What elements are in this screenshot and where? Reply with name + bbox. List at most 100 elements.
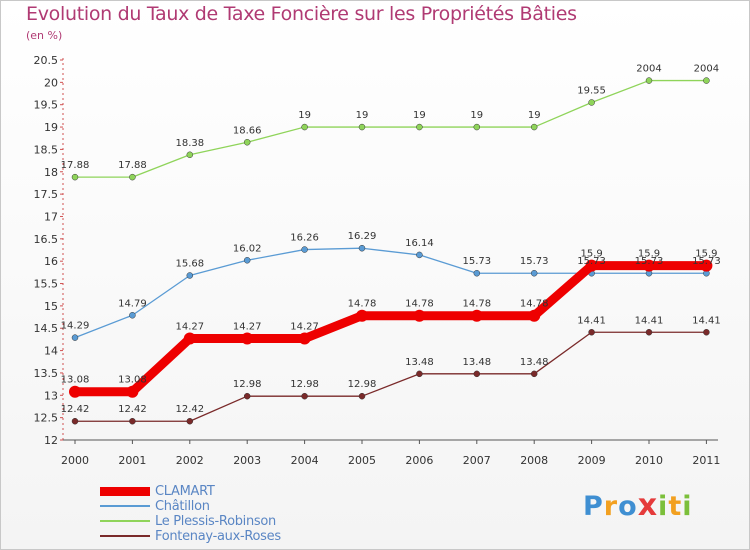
data-label: 12.42 <box>61 404 90 415</box>
data-label: 14.79 <box>118 298 147 309</box>
x-tick-label: 2004 <box>291 454 319 467</box>
data-label: 16.29 <box>348 231 377 242</box>
y-tick-label: 20.5 <box>34 54 59 67</box>
y-tick-label: 19.5 <box>34 99 59 112</box>
data-point <box>416 123 423 131</box>
data-point <box>186 151 194 159</box>
data-label: 14.78 <box>348 299 377 310</box>
chart-subtitle: (en %) <box>26 29 63 42</box>
data-point <box>416 251 423 259</box>
data-point <box>703 77 710 84</box>
data-point <box>301 246 308 253</box>
y-tick-label: 16 <box>44 255 58 268</box>
data-label: 15.73 <box>577 256 606 267</box>
y-tick-label: 13 <box>44 389 58 402</box>
data-label: 15.73 <box>635 256 664 267</box>
y-tick-label: 12.5 <box>34 412 59 425</box>
logo-letter: t <box>668 491 683 522</box>
y-tick-label: 17 <box>44 210 58 223</box>
data-point <box>129 173 136 181</box>
data-point <box>71 173 79 181</box>
data-label: 13.08 <box>61 375 90 386</box>
y-tick-label: 19 <box>44 121 58 134</box>
legend-label: CLAMART <box>155 484 215 499</box>
data-label: 13.08 <box>118 375 147 386</box>
y-tick-label: 14 <box>44 345 58 358</box>
x-tick-label: 2006 <box>405 454 433 467</box>
data-point <box>301 123 308 131</box>
data-label: 15.73 <box>692 256 721 267</box>
data-label: 15.68 <box>175 258 204 269</box>
data-label: 14.41 <box>692 315 721 326</box>
line-chart: 12 12.5 13 13.5 14 14.5 15 15.5 16 16.5 17 17.5 18 18… <box>34 54 721 467</box>
logo-letter: x <box>637 488 659 523</box>
data-point <box>358 392 366 400</box>
legend-label: Le Plessis-Robinson <box>155 514 276 529</box>
data-point <box>473 123 481 131</box>
data-point <box>129 312 136 319</box>
data-label: 19 <box>356 110 369 121</box>
data-label: 12.98 <box>348 379 377 390</box>
data-label: 14.78 <box>462 299 491 310</box>
data-point <box>129 417 136 425</box>
legend-swatch <box>100 535 150 537</box>
data-point <box>186 272 194 279</box>
data-label: 2004 <box>694 64 719 75</box>
x-tick-label: 2003 <box>233 454 261 467</box>
data-point <box>530 370 538 378</box>
data-point <box>298 332 311 345</box>
legend-swatch <box>100 520 150 522</box>
y-tick-label: 16.5 <box>34 233 59 246</box>
data-label: 16.26 <box>290 233 319 244</box>
data-point <box>243 257 251 264</box>
data-label: 14.78 <box>405 299 434 310</box>
data-point <box>588 329 595 336</box>
data-point <box>700 259 713 272</box>
data-point <box>530 269 538 277</box>
data-label: 14.27 <box>290 322 319 333</box>
x-tick-label: 2002 <box>176 454 204 467</box>
data-point <box>528 309 541 322</box>
data-point <box>588 99 595 106</box>
legend-swatch <box>100 505 150 507</box>
data-label: 13.48 <box>405 357 434 368</box>
series-line <box>74 79 708 178</box>
y-tick-label: 20 <box>44 76 58 89</box>
data-point <box>470 309 483 322</box>
x-tick-label: 2000 <box>61 454 89 467</box>
data-point <box>416 370 423 378</box>
series-line <box>70 261 711 397</box>
y-tick-label: 14.5 <box>34 322 59 335</box>
data-point <box>241 332 254 345</box>
x-tick-label: 2011 <box>692 454 720 467</box>
series-layer <box>69 77 713 425</box>
series-ch-tillon <box>71 244 710 341</box>
data-label: 15.9 <box>580 249 602 260</box>
data-label: 14.41 <box>577 315 606 326</box>
data-label: 18.38 <box>175 138 204 149</box>
legend-label: Châtillon <box>155 499 210 514</box>
series-fontenay-aux-roses <box>71 329 710 425</box>
data-label: 19 <box>470 110 483 121</box>
data-point <box>413 309 426 322</box>
data-point <box>186 417 194 425</box>
data-point <box>356 309 368 322</box>
logo-letter: i <box>682 491 693 522</box>
data-point <box>71 334 79 341</box>
chart-axes: 12 12.5 13 13.5 14 14.5 15 15.5 16 16.5 17 17.5 18 18… <box>34 54 721 467</box>
data-point <box>585 259 598 272</box>
data-label: 19.55 <box>577 85 606 96</box>
data-point <box>645 329 653 336</box>
data-point <box>645 77 653 84</box>
logo-letter: r <box>603 491 619 522</box>
data-label: 18.66 <box>233 125 262 136</box>
data-label: 17.88 <box>118 160 147 171</box>
x-tick-label: 2005 <box>348 454 376 467</box>
data-label: 12.42 <box>118 404 147 415</box>
data-point <box>301 392 308 400</box>
chart-title: Evolution du Taux de Taxe Foncière sur l… <box>26 3 577 25</box>
y-tick-label: 18.5 <box>34 143 59 156</box>
data-label: 19 <box>528 110 541 121</box>
x-tick-label: 2008 <box>520 454 548 467</box>
